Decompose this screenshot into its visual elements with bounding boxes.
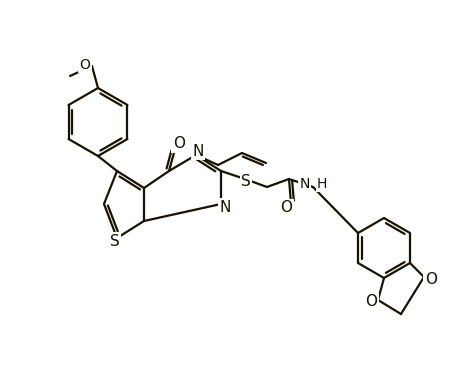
Text: N: N <box>300 177 310 191</box>
Text: N: N <box>192 143 204 158</box>
Text: O: O <box>173 137 185 151</box>
Text: S: S <box>110 234 120 249</box>
Text: S: S <box>241 174 251 189</box>
Text: O: O <box>365 295 377 310</box>
Text: H: H <box>317 177 327 191</box>
Text: O: O <box>425 272 437 287</box>
Text: O: O <box>80 58 90 72</box>
Text: N: N <box>219 200 231 215</box>
Text: O: O <box>280 200 292 215</box>
